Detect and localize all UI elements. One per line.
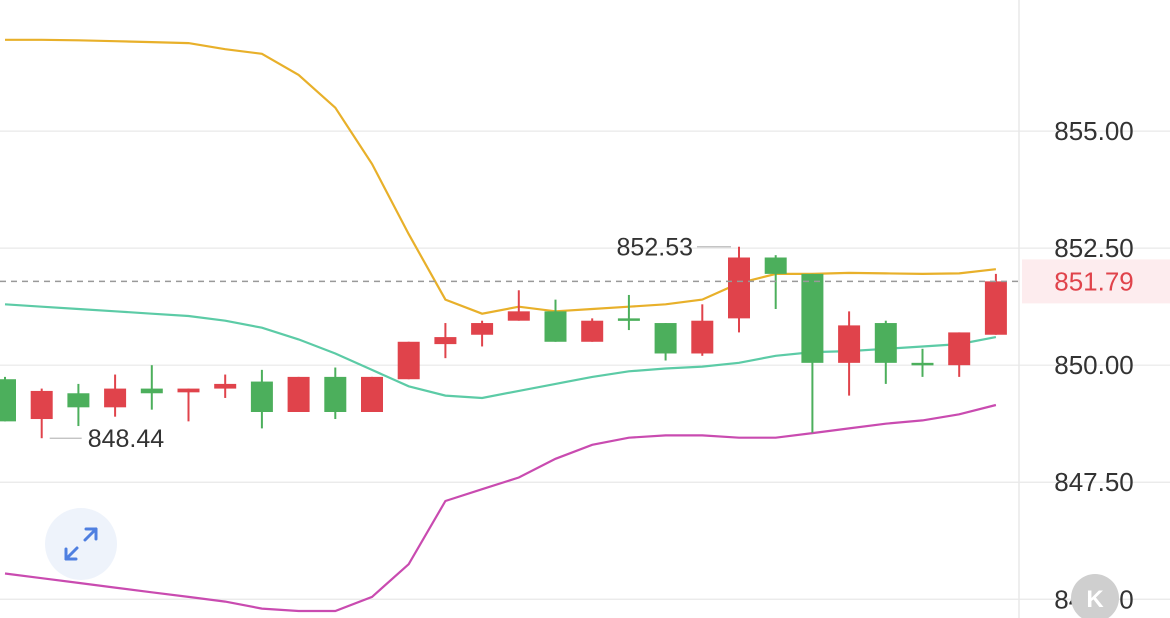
expand-icon	[64, 527, 98, 561]
kline-logo-icon: K	[1086, 586, 1104, 613]
candle	[177, 388, 200, 422]
candle-body	[287, 376, 310, 412]
candle-body	[544, 311, 567, 342]
candle	[984, 273, 1007, 335]
candle-body	[507, 311, 530, 321]
candle-body	[654, 323, 677, 354]
candle-body	[361, 376, 383, 412]
candle	[0, 376, 16, 422]
candle-body	[581, 320, 604, 342]
candle	[397, 341, 420, 380]
candle-body	[434, 337, 457, 345]
candle	[654, 323, 677, 361]
kline-logo-button[interactable]: K	[1071, 574, 1119, 618]
candle-body	[617, 318, 640, 321]
candle	[948, 332, 971, 377]
current-price-badge	[1022, 259, 1170, 304]
candle	[544, 299, 567, 342]
candle	[104, 374, 127, 417]
bollinger-bands	[4, 38, 997, 613]
current-price-label: 851.79	[1054, 266, 1134, 296]
candle-body	[838, 325, 861, 363]
candle	[691, 304, 714, 356]
candle	[728, 246, 750, 333]
low-annotation-label: 848.44	[88, 425, 165, 453]
y-tick-label: 847.50	[1054, 467, 1134, 497]
candle-body	[728, 257, 750, 319]
candle	[67, 383, 90, 427]
candle-body	[801, 273, 824, 363]
upper-band-line	[5, 38, 997, 315]
candle-body	[250, 381, 273, 412]
candle-body	[471, 323, 494, 335]
candle-body	[214, 383, 237, 389]
candle-body	[397, 341, 420, 380]
candle-body	[140, 388, 163, 394]
candle-body	[691, 320, 714, 354]
candle	[874, 320, 897, 384]
candles	[0, 246, 1007, 439]
candle-body	[324, 376, 347, 412]
candle	[507, 290, 530, 321]
candle	[250, 369, 273, 429]
annotations: 852.53 848.44	[49, 234, 731, 453]
lower-band-line	[4, 403, 997, 613]
y-tick-label: 852.50	[1054, 233, 1134, 263]
candle	[214, 374, 237, 398]
candle-body	[67, 393, 90, 408]
candle-body	[104, 388, 127, 408]
y-tick-label: 855.00	[1054, 116, 1134, 146]
candle	[581, 318, 604, 342]
candle-body	[0, 379, 16, 422]
candle	[801, 273, 824, 433]
high-annotation-label: 852.53	[617, 234, 693, 262]
candle	[471, 320, 494, 347]
grid-lines	[0, 130, 1170, 600]
candle	[140, 365, 163, 410]
candle-body	[177, 388, 200, 393]
candle	[911, 348, 934, 377]
candle	[838, 311, 861, 396]
y-tick-label: 850.00	[1054, 350, 1134, 380]
candle	[361, 376, 383, 412]
candle	[434, 323, 457, 359]
expand-button[interactable]	[45, 508, 117, 580]
candle-body	[30, 390, 53, 420]
candle	[30, 388, 53, 439]
candle	[324, 367, 347, 420]
candle-body	[948, 332, 971, 366]
candle	[287, 376, 310, 412]
candle-body	[874, 323, 897, 363]
candle-body	[911, 362, 934, 366]
candle-body	[764, 257, 787, 274]
middle-band-line	[4, 303, 997, 400]
candle-body	[984, 281, 1007, 335]
candle	[617, 294, 640, 331]
